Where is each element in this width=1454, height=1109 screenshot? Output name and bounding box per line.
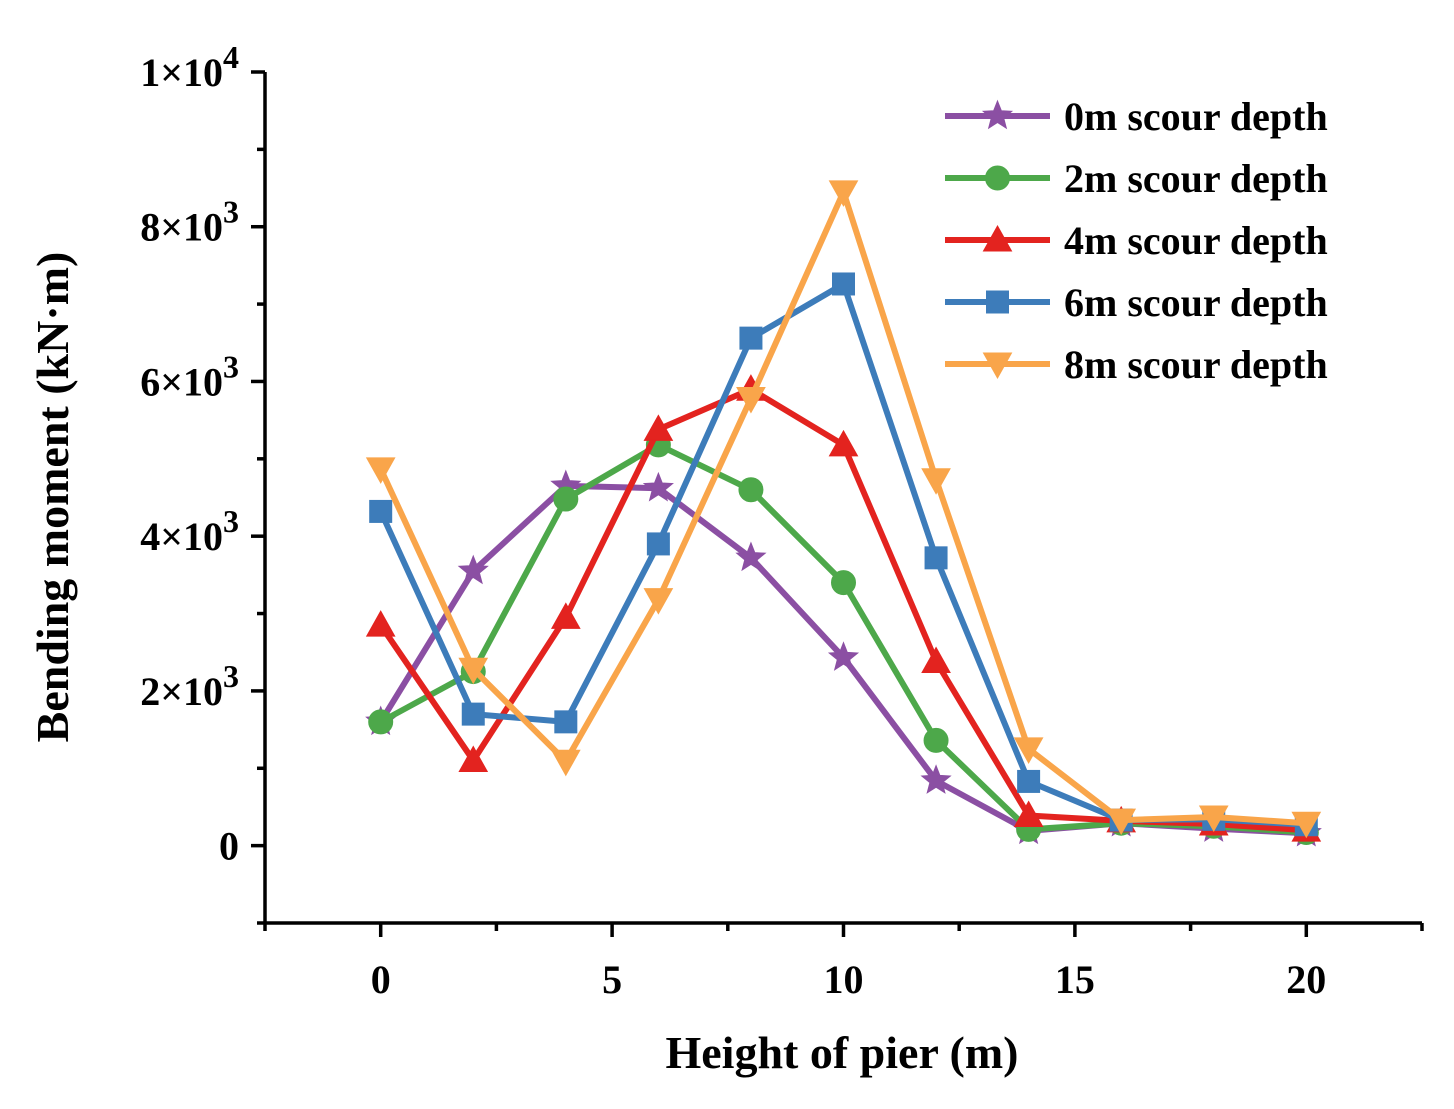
data-point: [923, 727, 949, 753]
y-tick-label: 4×103: [140, 503, 239, 559]
data-point: [920, 764, 952, 794]
data-point: [458, 745, 489, 773]
data-point: [735, 541, 767, 572]
data-point: [1017, 769, 1041, 793]
data-point: [828, 180, 859, 207]
data-point: [643, 588, 674, 615]
y-tick-label: 0: [219, 824, 239, 869]
x-tick-label: 0: [371, 957, 391, 1002]
legend-label: 2m scour depth: [1064, 156, 1328, 201]
x-tick-label: 15: [1055, 957, 1095, 1002]
x-axis-title: Height of pier (m): [665, 1027, 1018, 1078]
x-tick-label: 5: [602, 957, 622, 1002]
data-point: [1013, 800, 1044, 827]
data-point: [1013, 737, 1044, 764]
legend-marker: [982, 224, 1013, 252]
data-point: [646, 532, 670, 556]
data-point: [461, 702, 485, 726]
series-1: [368, 432, 1319, 845]
data-point: [921, 468, 951, 495]
data-point: [550, 602, 581, 629]
y-tick-label: 1×104: [140, 39, 239, 95]
legend-label: 4m scour depth: [1064, 218, 1328, 263]
series-0: [365, 469, 1322, 847]
data-point: [554, 710, 578, 734]
legend-label: 8m scour depth: [1064, 342, 1328, 387]
data-point: [828, 429, 859, 457]
data-point: [1291, 811, 1322, 839]
data-point: [1198, 805, 1229, 833]
data-point: [458, 657, 489, 685]
data-point: [738, 477, 764, 503]
y-tick-label: 2×103: [140, 658, 239, 714]
legend-marker: [985, 165, 1010, 191]
data-point: [832, 272, 855, 296]
legend-marker: [986, 290, 1009, 314]
axes: 0 5 10 15 20 0 2×103 4×103 6×103 8×103 1×104: [140, 39, 1424, 1002]
legend-item: 8m scour depth: [945, 342, 1328, 387]
data-point: [550, 749, 581, 777]
data-point: [457, 554, 489, 585]
data-point: [736, 386, 766, 414]
data-point: [924, 546, 948, 570]
legend-item: 6m scour depth: [945, 280, 1328, 325]
y-tick-label: 8×103: [140, 194, 239, 250]
legend-label: 6m scour depth: [1064, 280, 1328, 325]
legend-item: 4m scour depth: [945, 218, 1328, 263]
data-point: [642, 471, 674, 502]
data-point: [739, 326, 763, 350]
y-axis-title: Bending moment (kN·m): [27, 252, 78, 743]
data-point: [1106, 808, 1137, 836]
x-tick-label: 10: [824, 957, 864, 1002]
legend-label: 0m scour depth: [1064, 94, 1328, 139]
series-4: [365, 180, 1322, 839]
data-point: [643, 414, 674, 441]
data-point: [365, 610, 396, 637]
data-point: [365, 457, 396, 484]
series-line: [379, 441, 1307, 836]
legend-marker: [982, 352, 1013, 380]
legend-item: 2m scour depth: [945, 156, 1328, 201]
series-layer: [365, 180, 1322, 847]
data-point: [831, 570, 856, 596]
data-point: [369, 499, 393, 523]
y-tick-label: 6×103: [140, 348, 239, 404]
data-point: [553, 486, 579, 512]
legend: 0m scour depth 2m scour depth 4m scour dep…: [945, 94, 1328, 387]
data-point: [827, 641, 860, 671]
data-point: [368, 709, 394, 735]
x-tick-label: 20: [1286, 957, 1326, 1002]
legend-marker: [981, 99, 1014, 130]
data-point: [921, 646, 951, 674]
legend-item: 0m scour depth: [945, 94, 1328, 139]
